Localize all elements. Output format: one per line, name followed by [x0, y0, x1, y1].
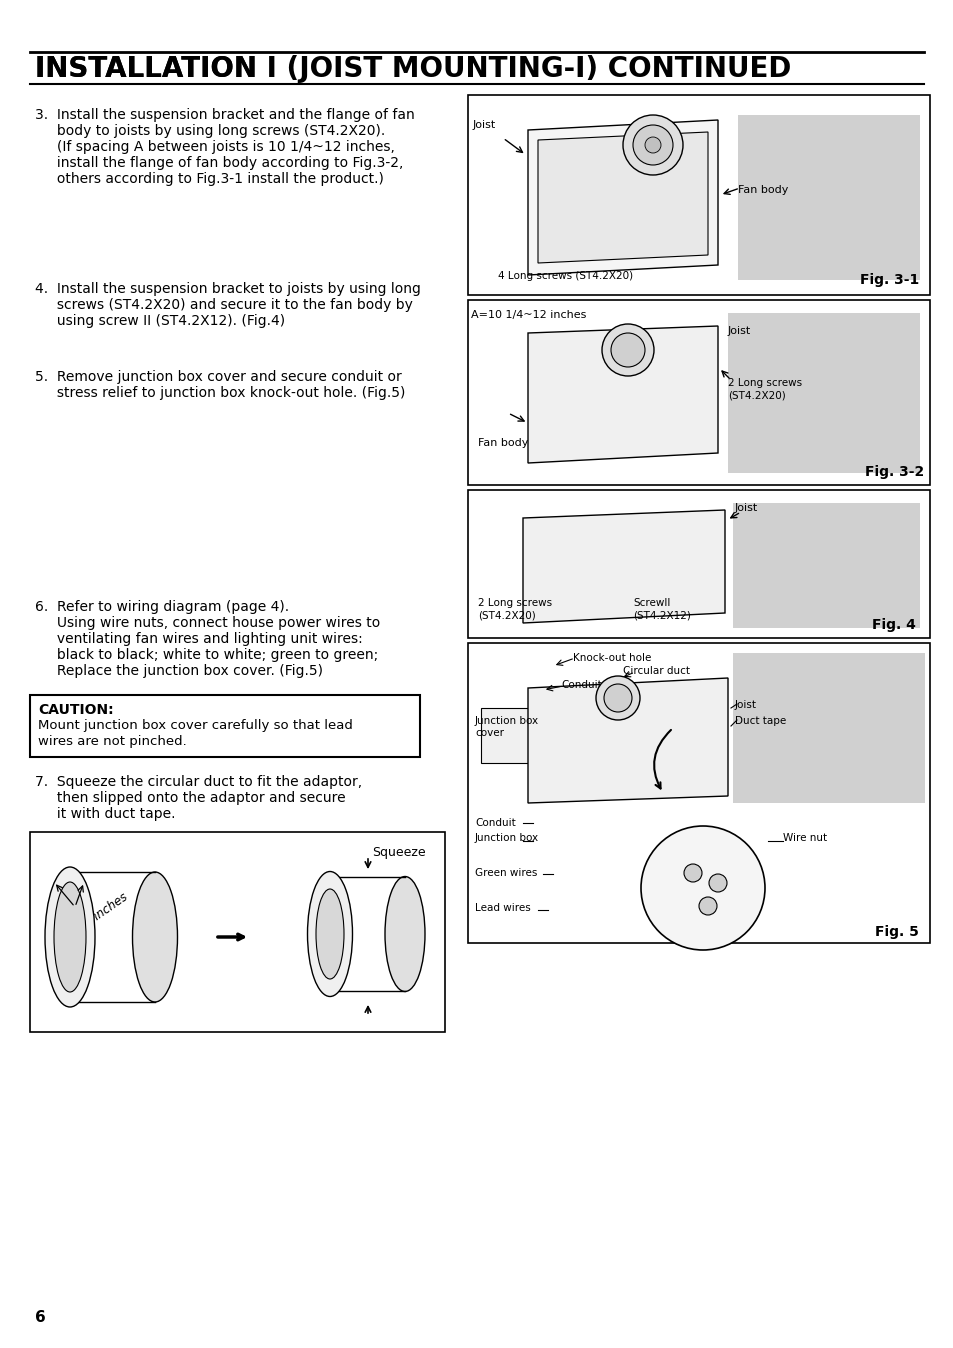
Text: Replace the junction box cover. (Fig.5): Replace the junction box cover. (Fig.5)	[35, 665, 323, 678]
Text: Conduit: Conduit	[475, 818, 516, 828]
Circle shape	[603, 683, 631, 712]
Text: Fan body: Fan body	[738, 185, 787, 195]
Text: Conduit: Conduit	[560, 679, 601, 690]
Text: INSTALLATION I (JOIST MOUNTING-I) CONTINUED: INSTALLATION I (JOIST MOUNTING-I) CONTIN…	[35, 55, 791, 84]
Text: 6.  Refer to wiring diagram (page 4).: 6. Refer to wiring diagram (page 4).	[35, 600, 289, 613]
Text: Fig. 5: Fig. 5	[874, 925, 918, 940]
Bar	[30, 832, 444, 1033]
Text: A=10 1/4~12 inches: A=10 1/4~12 inches	[471, 310, 586, 319]
Polygon shape	[732, 503, 919, 628]
Text: 7.  Squeeze the circular duct to fit the adaptor,: 7. Squeeze the circular duct to fit the …	[35, 775, 362, 789]
Text: body to joists by using long screws (ST4.2X20).: body to joists by using long screws (ST4…	[35, 124, 385, 137]
Text: Fig. 4: Fig. 4	[871, 617, 915, 632]
Text: screws (ST4.2X20) and secure it to the fan body by: screws (ST4.2X20) and secure it to the f…	[35, 298, 413, 311]
Text: Lead wires: Lead wires	[475, 903, 530, 913]
Text: Green wires: Green wires	[475, 868, 537, 878]
Text: Joist: Joist	[727, 326, 750, 336]
Circle shape	[708, 874, 726, 892]
Text: (ST4.2X20): (ST4.2X20)	[727, 391, 785, 400]
Text: Joist: Joist	[734, 700, 757, 710]
Text: then slipped onto the adaptor and secure: then slipped onto the adaptor and secure	[35, 791, 345, 805]
Circle shape	[622, 115, 682, 175]
Bar	[468, 643, 929, 944]
Bar	[468, 491, 929, 638]
Text: others according to Fig.3-1 install the product.): others according to Fig.3-1 install the …	[35, 173, 383, 186]
Polygon shape	[527, 678, 727, 803]
Text: Mount junction box cover carefully so that lead: Mount junction box cover carefully so th…	[38, 718, 353, 732]
Polygon shape	[522, 510, 724, 623]
Text: Fig. 3-2: Fig. 3-2	[864, 465, 923, 479]
Text: Joist: Joist	[473, 120, 496, 129]
Ellipse shape	[385, 876, 424, 992]
Text: wires are not pinched.: wires are not pinched.	[38, 735, 187, 748]
Bar	[30, 696, 419, 758]
Text: 3.  Install the suspension bracket and the flange of fan: 3. Install the suspension bracket and th…	[35, 108, 415, 123]
Polygon shape	[738, 115, 919, 280]
Text: black to black; white to white; green to green;: black to black; white to white; green to…	[35, 648, 377, 662]
Circle shape	[683, 864, 701, 882]
Text: Junction box: Junction box	[475, 716, 538, 727]
Ellipse shape	[54, 882, 86, 992]
Text: 4 Long screws (ST4.2X20): 4 Long screws (ST4.2X20)	[497, 271, 633, 280]
Text: ventilating fan wires and lighting unit wires:: ventilating fan wires and lighting unit …	[35, 632, 362, 646]
Text: (ST4.2X20): (ST4.2X20)	[477, 611, 536, 620]
Ellipse shape	[45, 867, 95, 1007]
Ellipse shape	[132, 872, 177, 1002]
Ellipse shape	[307, 872, 352, 996]
Bar	[468, 301, 929, 485]
Text: (If spacing A between joists is 10 1/4~12 inches,: (If spacing A between joists is 10 1/4~1…	[35, 140, 395, 154]
Text: Junction box: Junction box	[475, 833, 538, 842]
Text: install the flange of fan body according to Fig.3-2,: install the flange of fan body according…	[35, 156, 403, 170]
Circle shape	[644, 137, 660, 154]
Text: Fig. 3-1: Fig. 3-1	[859, 274, 919, 287]
Circle shape	[596, 675, 639, 720]
Text: it with duct tape.: it with duct tape.	[35, 807, 175, 821]
Text: (ST4.2X12): (ST4.2X12)	[633, 611, 690, 620]
Ellipse shape	[315, 888, 344, 979]
Text: 2 Long screws: 2 Long screws	[727, 377, 801, 388]
Polygon shape	[527, 326, 718, 462]
Bar	[468, 94, 929, 295]
Text: Wire nut: Wire nut	[782, 833, 826, 842]
Text: CAUTION:: CAUTION:	[38, 704, 113, 717]
Polygon shape	[727, 313, 919, 473]
Text: 2 Long screws: 2 Long screws	[477, 599, 552, 608]
Circle shape	[640, 826, 764, 950]
Text: 4 inches: 4 inches	[82, 890, 130, 929]
Circle shape	[699, 896, 717, 915]
Text: Duct tape: Duct tape	[734, 716, 785, 727]
Text: using screw ΙΙ (ST4.2X12). (Fig.4): using screw ΙΙ (ST4.2X12). (Fig.4)	[35, 314, 285, 328]
Text: Squeeze: Squeeze	[372, 847, 425, 859]
Text: Circular duct: Circular duct	[622, 666, 689, 675]
Circle shape	[601, 324, 654, 376]
Text: Using wire nuts, connect house power wires to: Using wire nuts, connect house power wir…	[35, 616, 380, 630]
Text: ScrewΙΙ: ScrewΙΙ	[633, 599, 670, 608]
Text: cover: cover	[475, 728, 503, 737]
Text: INSTALLATION: INSTALLATION	[35, 55, 266, 84]
Text: Knock-out hole: Knock-out hole	[573, 652, 651, 663]
Polygon shape	[527, 120, 718, 275]
Polygon shape	[537, 132, 707, 263]
Text: 6: 6	[35, 1310, 46, 1325]
Circle shape	[610, 333, 644, 367]
Text: Joist: Joist	[734, 503, 758, 514]
Text: 4.  Install the suspension bracket to joists by using long: 4. Install the suspension bracket to joi…	[35, 282, 420, 297]
Text: 5.  Remove junction box cover and secure conduit or: 5. Remove junction box cover and secure …	[35, 369, 401, 384]
Text: Fan body: Fan body	[477, 438, 528, 448]
Polygon shape	[732, 652, 924, 803]
Circle shape	[633, 125, 672, 164]
Bar	[480, 708, 536, 763]
Text: stress relief to junction box knock-out hole. (Fig.5): stress relief to junction box knock-out …	[35, 386, 405, 400]
